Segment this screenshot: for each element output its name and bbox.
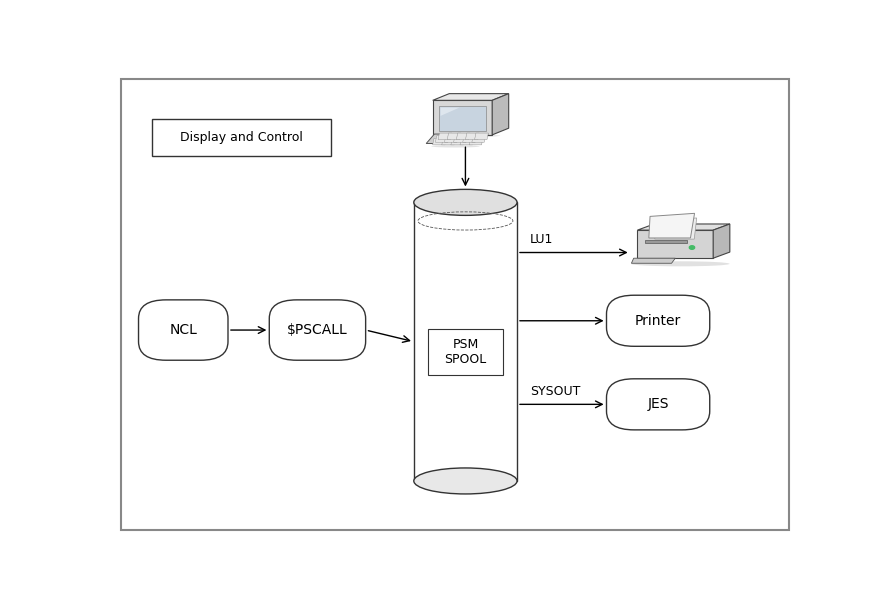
Ellipse shape — [631, 261, 730, 267]
Polygon shape — [461, 135, 471, 137]
Polygon shape — [432, 100, 492, 135]
Polygon shape — [631, 258, 675, 264]
FancyBboxPatch shape — [122, 80, 789, 529]
Polygon shape — [465, 133, 480, 139]
Text: LU1: LU1 — [529, 233, 553, 247]
Text: Printer: Printer — [635, 314, 681, 328]
Polygon shape — [414, 203, 517, 481]
Polygon shape — [638, 224, 730, 230]
FancyBboxPatch shape — [428, 329, 503, 375]
Polygon shape — [451, 138, 464, 145]
Polygon shape — [638, 230, 713, 258]
FancyBboxPatch shape — [645, 240, 686, 243]
Polygon shape — [463, 136, 477, 142]
Polygon shape — [426, 134, 488, 144]
Text: JES: JES — [647, 397, 669, 411]
Ellipse shape — [440, 134, 500, 137]
Polygon shape — [439, 106, 487, 131]
Polygon shape — [435, 136, 449, 142]
Polygon shape — [432, 93, 509, 100]
FancyBboxPatch shape — [607, 295, 710, 346]
Polygon shape — [472, 136, 486, 142]
Polygon shape — [713, 224, 730, 258]
Polygon shape — [456, 133, 470, 139]
Ellipse shape — [432, 145, 480, 148]
Polygon shape — [649, 213, 694, 238]
Polygon shape — [474, 133, 488, 139]
Ellipse shape — [414, 468, 517, 494]
Polygon shape — [469, 138, 483, 145]
Text: NCL: NCL — [170, 323, 197, 337]
Polygon shape — [432, 138, 447, 145]
Polygon shape — [448, 133, 461, 139]
FancyBboxPatch shape — [607, 379, 710, 430]
FancyBboxPatch shape — [139, 300, 228, 360]
Circle shape — [689, 246, 694, 249]
Text: $PSCALL: $PSCALL — [287, 323, 348, 337]
Polygon shape — [653, 218, 697, 239]
Polygon shape — [440, 107, 459, 116]
FancyBboxPatch shape — [153, 119, 331, 156]
Ellipse shape — [414, 189, 517, 215]
Polygon shape — [460, 138, 474, 145]
Polygon shape — [445, 136, 458, 142]
FancyBboxPatch shape — [269, 300, 366, 360]
Polygon shape — [492, 93, 509, 135]
Text: SYSOUT: SYSOUT — [530, 385, 580, 399]
Text: Display and Control: Display and Control — [180, 131, 303, 144]
Polygon shape — [441, 138, 456, 145]
Polygon shape — [454, 136, 467, 142]
Text: PSM
SPOOL: PSM SPOOL — [444, 338, 487, 366]
Polygon shape — [438, 133, 452, 139]
